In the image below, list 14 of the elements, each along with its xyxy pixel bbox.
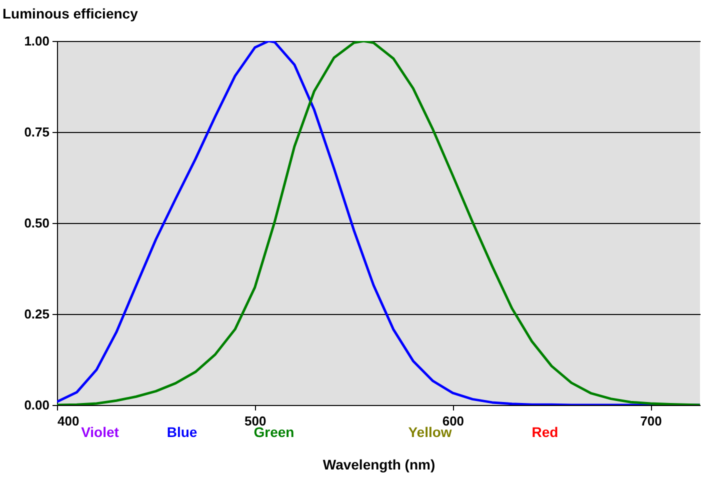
x-tick-label: 400 xyxy=(58,414,80,428)
y-tick-label: 0.75 xyxy=(24,124,50,140)
x-tick-label: 600 xyxy=(442,414,464,428)
text: Red xyxy=(532,424,558,440)
y-tick-label: 0.50 xyxy=(24,216,50,230)
y-tick-label: 1.00 xyxy=(24,34,50,48)
y-axis-title: Luminous efficiency xyxy=(2,6,138,22)
x-axis-title: Wavelength (nm) xyxy=(322,456,436,472)
x-tick-label: 500 xyxy=(244,414,266,428)
x-tick-label: 700 xyxy=(640,414,662,428)
text: Violet xyxy=(81,424,120,440)
y-tick-label: 0.00 xyxy=(24,398,50,412)
text: Blue xyxy=(166,424,198,440)
y-tick-label: 0.25 xyxy=(24,306,50,322)
